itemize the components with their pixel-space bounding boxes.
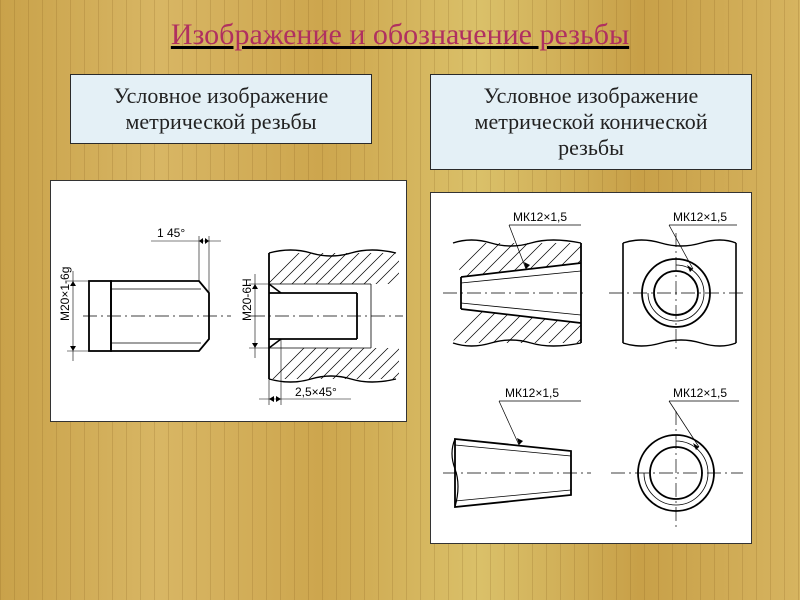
label-left-line2: метрической резьбы xyxy=(81,109,361,135)
external-thread-label: M20×1-6g xyxy=(58,267,72,321)
chamfer-top-label: 1 45° xyxy=(157,226,185,240)
label-right-line2: метрической конической xyxy=(441,109,741,135)
label-right-line1: Условное изображение xyxy=(441,83,741,109)
callout-tl: МК12×1,5 xyxy=(513,210,567,224)
callout-bl: МК12×1,5 xyxy=(505,386,559,400)
diagram-metric-thread: 1 45° M20×1-6g xyxy=(50,180,407,422)
label-right-box: Условное изображение метрической коничес… xyxy=(430,74,752,170)
title-text: Изображение и обозначение резьбы xyxy=(171,18,629,51)
chamfer-bottom-label: 2,5×45° xyxy=(295,385,337,399)
callout-br: МК12×1,5 xyxy=(673,386,727,400)
label-left-line1: Условное изображение xyxy=(81,83,361,109)
diagram-conical-thread: МК12×1,5 МК12×1,5 xyxy=(430,192,752,544)
callout-tr: МК12×1,5 xyxy=(673,210,727,224)
label-right-line3: резьбы xyxy=(441,135,741,161)
internal-thread-label: M20-6H xyxy=(240,278,254,321)
label-left-box: Условное изображение метрической резьбы xyxy=(70,74,372,144)
page-title: Изображение и обозначение резьбы xyxy=(0,18,800,52)
